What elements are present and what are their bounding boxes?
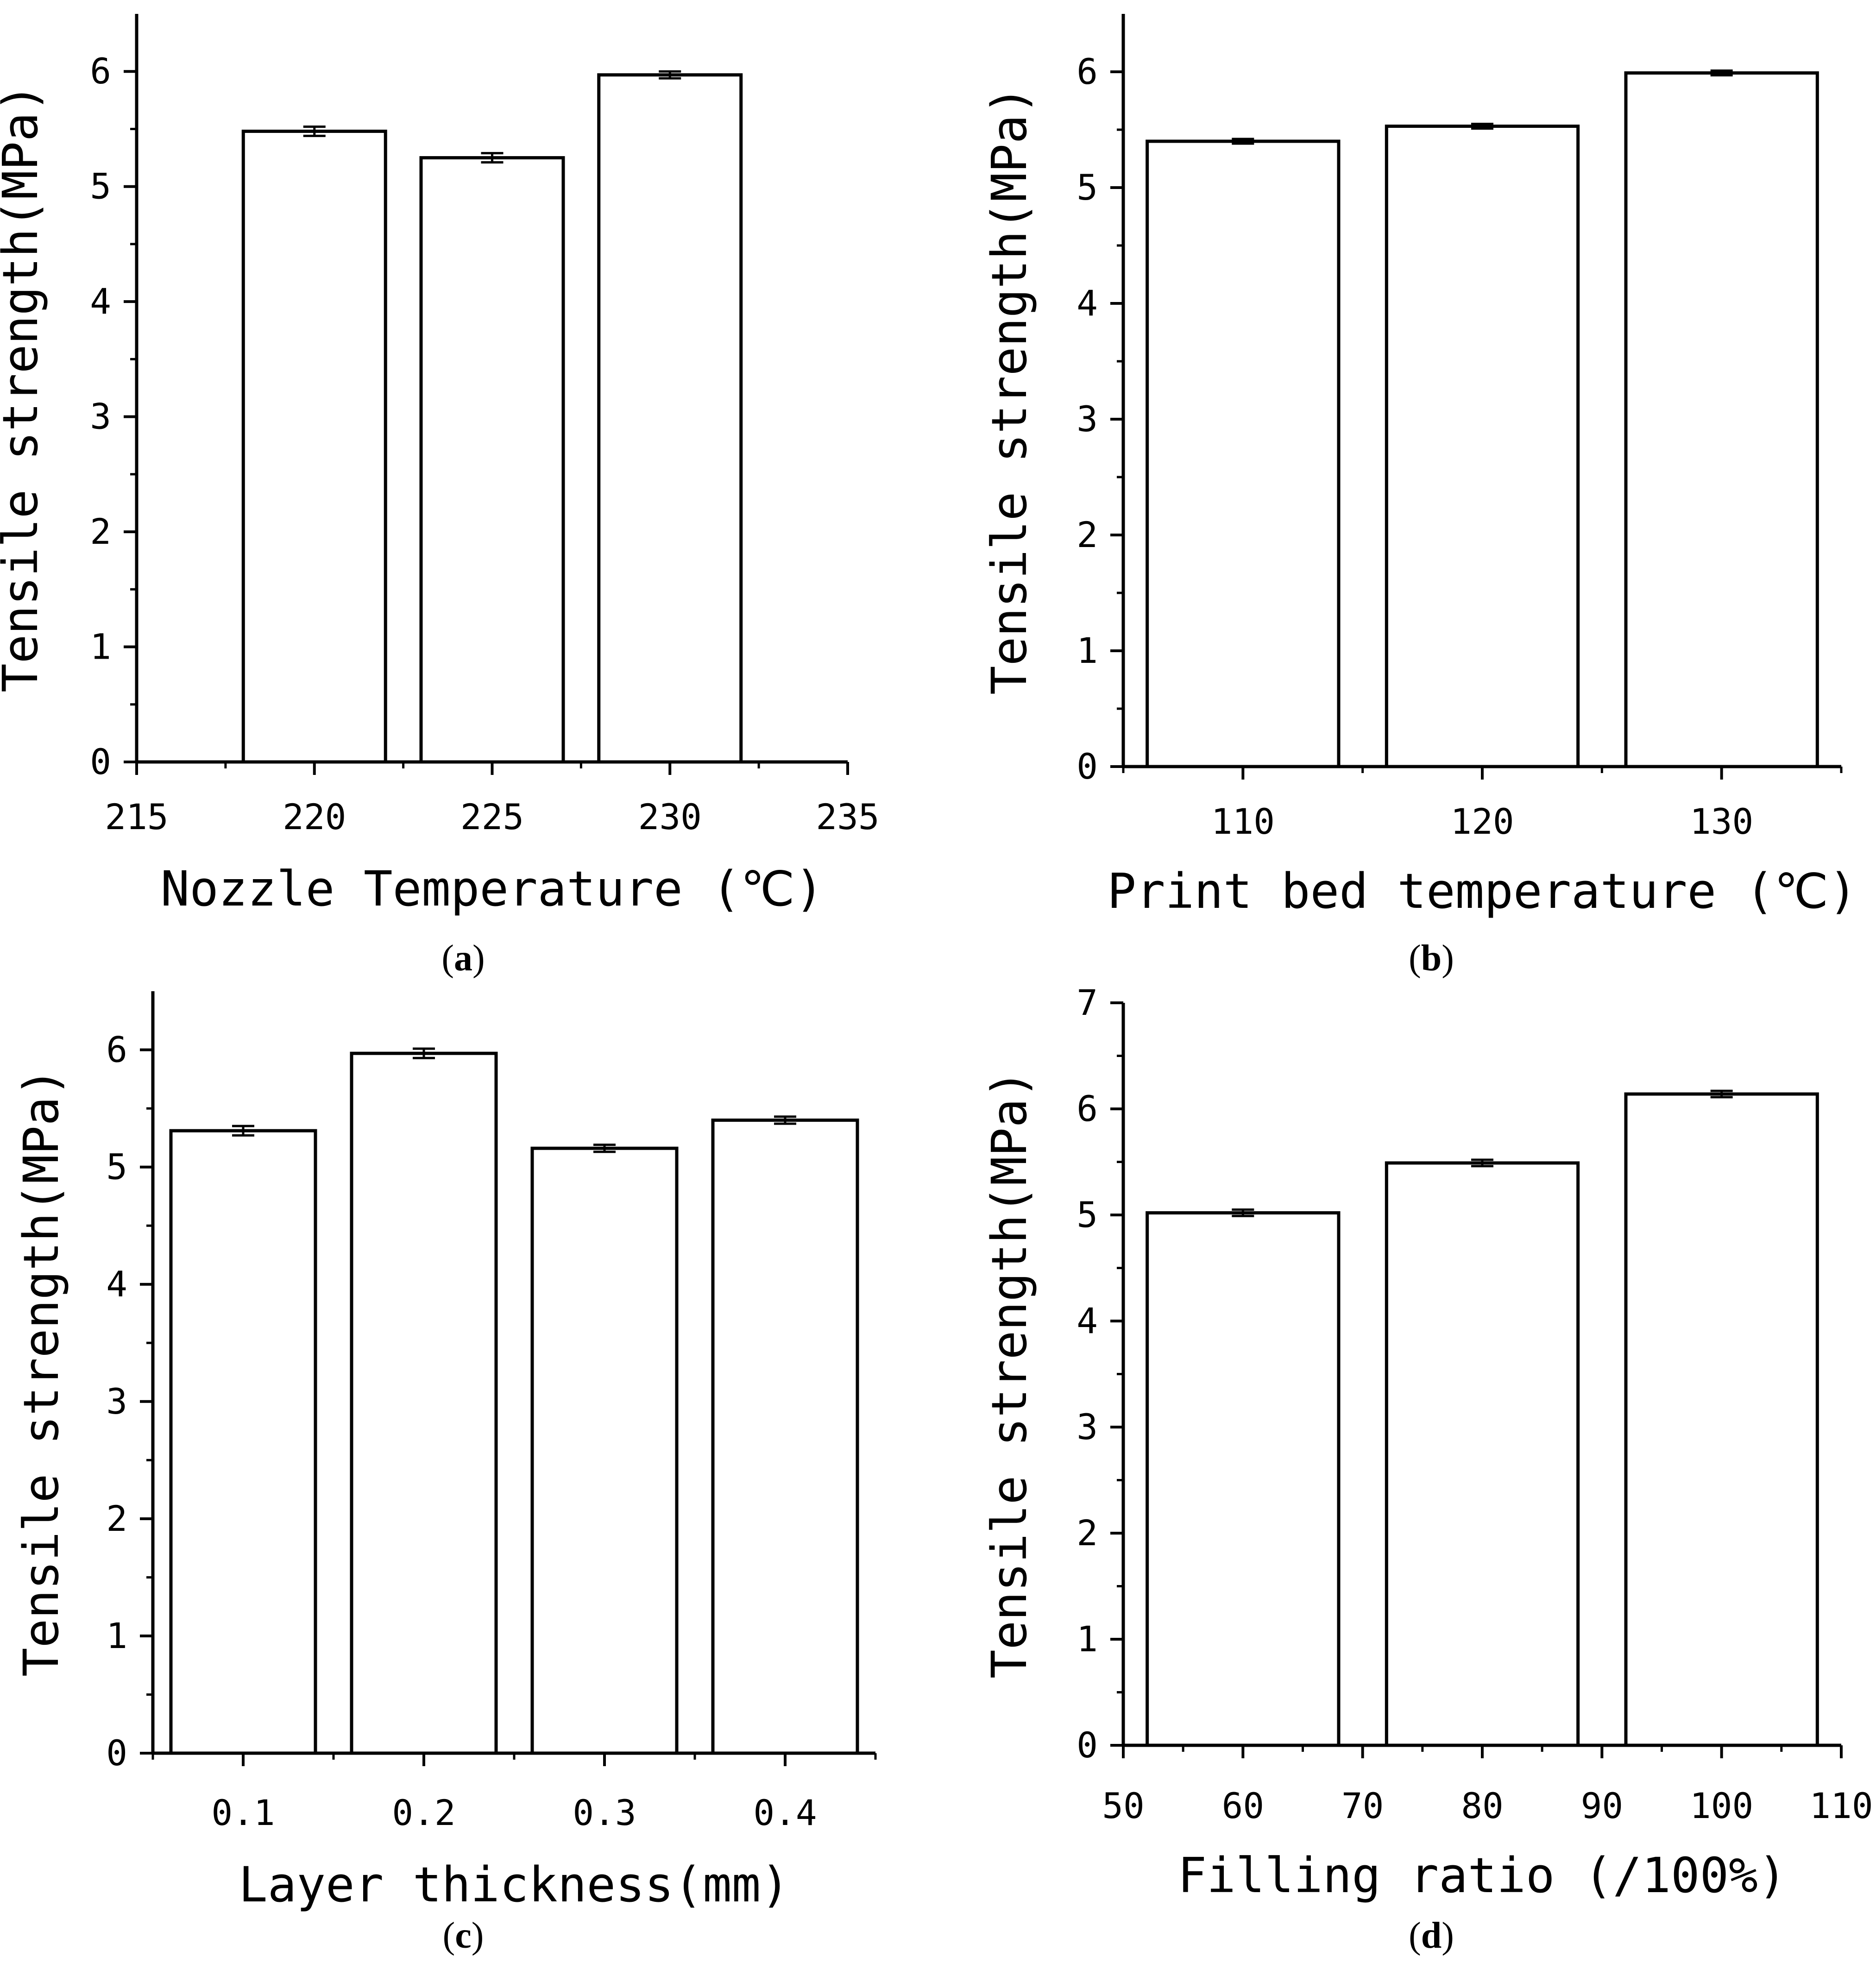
panel-b: 110 120 130 0 1 2 3 4 5 6 Print bed temperature (℃…	[981, 14, 1857, 979]
bar	[350, 1051, 498, 1755]
panel-label-close: )	[1442, 938, 1454, 979]
bar	[169, 1129, 317, 1755]
bar	[530, 1146, 679, 1755]
x-axis-title: Layer thickness(mm)	[239, 1856, 790, 1913]
y-tick-label: 7	[1076, 982, 1098, 1023]
bar	[597, 73, 743, 764]
x-tick-label: 230	[638, 796, 702, 837]
y-axis-title: Tensile strength(MPa)	[981, 1070, 1038, 1679]
y-tick-label: 6	[1076, 51, 1098, 92]
y-tick-label: 4	[106, 1264, 127, 1305]
x-tick-label: 225	[460, 796, 524, 837]
x-tick-label: 90	[1581, 1785, 1624, 1826]
x-tick-label: 0.4	[753, 1792, 817, 1833]
x-tick-label: 0.1	[211, 1792, 275, 1833]
x-axis-title: Filling ratio (/100%)	[1178, 1847, 1787, 1904]
x-axis-title: Print bed temperature (℃)	[1107, 863, 1857, 919]
y-tick-label: 5	[106, 1146, 127, 1188]
bar	[419, 156, 565, 764]
x-tick-label: 110	[1211, 801, 1275, 842]
y-tick-label: 4	[1076, 1300, 1098, 1341]
panel-label: (a)	[441, 938, 485, 979]
y-axis-title: Tensile strength(MPa)	[981, 86, 1038, 695]
y-tick-label: 5	[90, 166, 111, 207]
bar	[1146, 139, 1341, 768]
x-tick-label: 70	[1341, 1785, 1384, 1826]
y-tick-label: 6	[106, 1029, 127, 1070]
y-tick-label: 3	[1076, 398, 1098, 440]
bar	[1385, 1161, 1580, 1747]
y-tick-label: 0	[1076, 1724, 1098, 1766]
panel-label: (d)	[1409, 1915, 1454, 1956]
x-tick-label: 130	[1690, 801, 1753, 842]
panel-label-letter: a	[454, 938, 472, 979]
x-tick-label: 100	[1690, 1785, 1753, 1826]
x-tick-label: 60	[1222, 1785, 1265, 1826]
panel-a: 215 220 225 230 235 0 1 2 3 4 5 6 Nozzle Temperature…	[0, 14, 880, 979]
x-tick-label: 220	[283, 796, 346, 837]
panel-label-open: (	[441, 938, 454, 979]
bar	[1624, 71, 1819, 768]
y-tick-label: 1	[1076, 630, 1098, 671]
x-tick-label: 80	[1461, 1785, 1504, 1826]
x-tick-label: 110	[1809, 1785, 1873, 1826]
y-tick-label: 6	[90, 50, 111, 92]
panel-label-open: (	[1409, 938, 1421, 979]
panel-label-close: )	[472, 938, 485, 979]
y-tick-label: 4	[1076, 283, 1098, 324]
x-tick-label: 0.2	[392, 1792, 455, 1833]
bar	[1624, 1092, 1819, 1747]
panel-label-open: (	[443, 1915, 455, 1956]
x-tick-label: 120	[1450, 801, 1514, 842]
y-tick-label: 1	[106, 1615, 127, 1656]
y-tick-label: 3	[90, 396, 111, 437]
y-tick-label: 2	[1076, 1512, 1098, 1554]
y-tick-label: 2	[106, 1498, 127, 1539]
panel-label: (b)	[1409, 938, 1454, 979]
bar	[1146, 1211, 1341, 1747]
y-tick-label: 5	[1076, 167, 1098, 208]
y-axis-title: Tensile strength(MPa)	[0, 83, 49, 692]
panel-d: 50 60 70 80 90 100 110 0 1 2 3 4 5 6 7 Filling ratio (/…	[981, 982, 1873, 1956]
x-tick-label: 235	[816, 796, 879, 837]
panel-c: 0.1 0.2 0.3 0.4 0 1 2 3 4 5 6 Layer thickness(mm) Te…	[13, 991, 877, 1956]
y-tick-label: 4	[90, 281, 111, 322]
y-tick-label: 3	[106, 1381, 127, 1422]
panel-label-letter: b	[1421, 938, 1442, 979]
bar	[711, 1118, 859, 1755]
x-tick-label: 215	[105, 796, 168, 837]
y-axis-title: Tensile strength(MPa)	[13, 1068, 69, 1677]
y-tick-label: 1	[1076, 1618, 1098, 1660]
y-tick-label: 0	[106, 1732, 127, 1774]
panel-label-letter: c	[455, 1915, 472, 1956]
x-axis-title: Nozzle Temperature (℃)	[161, 861, 824, 917]
y-tick-label: 1	[90, 626, 111, 667]
panel-label-open: (	[1409, 1915, 1421, 1956]
bar	[1385, 125, 1580, 768]
y-tick-label: 2	[1076, 514, 1098, 555]
panel-label-close: )	[1442, 1915, 1454, 1956]
panel-label: (c)	[443, 1915, 484, 1956]
panel-label-close: )	[472, 1915, 484, 1956]
y-tick-label: 0	[1076, 746, 1098, 787]
x-tick-label: 50	[1102, 1785, 1145, 1826]
y-tick-label: 5	[1076, 1194, 1098, 1235]
bar	[241, 129, 387, 764]
y-tick-label: 0	[90, 741, 111, 782]
panel-label-letter: d	[1421, 1915, 1442, 1956]
y-tick-label: 6	[1076, 1088, 1098, 1129]
y-tick-label: 2	[90, 511, 111, 552]
y-tick-label: 3	[1076, 1406, 1098, 1447]
x-tick-label: 0.3	[573, 1792, 636, 1833]
